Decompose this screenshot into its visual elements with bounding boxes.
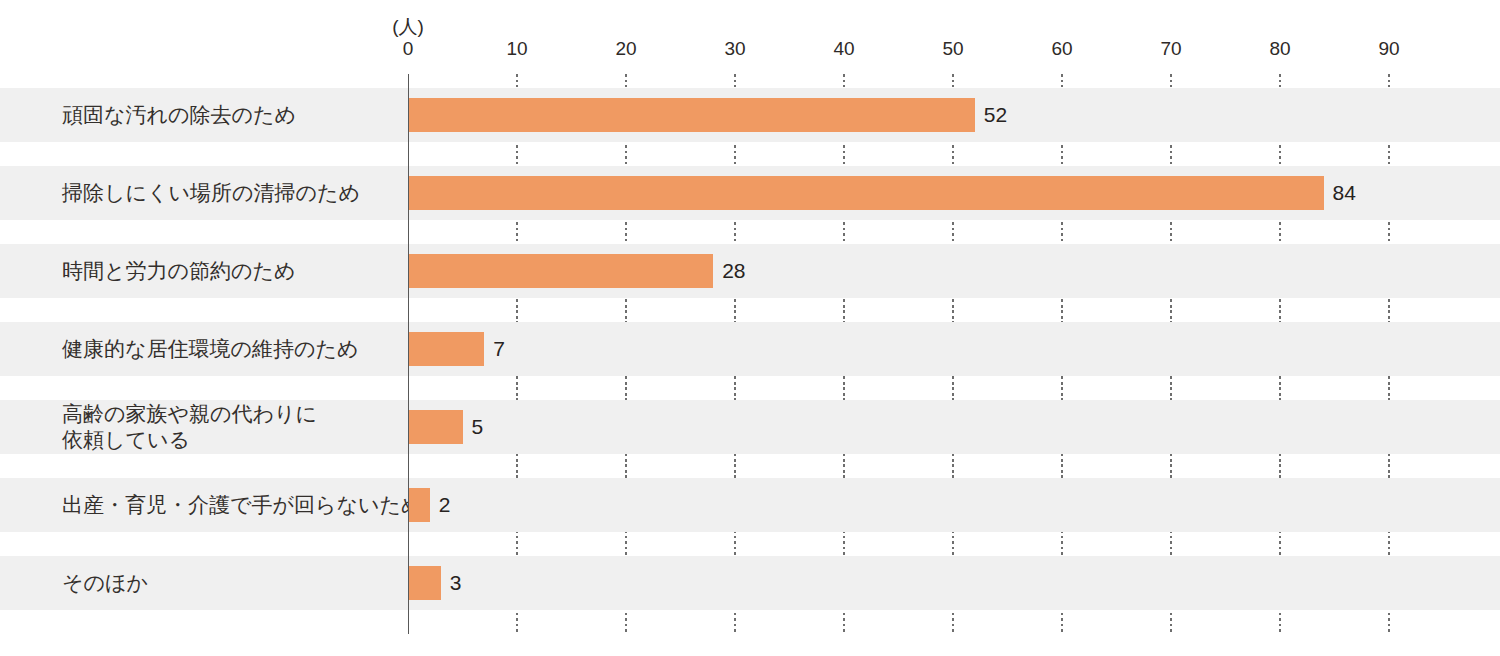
bar <box>408 254 713 288</box>
bar-value-label: 5 <box>472 415 484 439</box>
bar-value-label: 3 <box>450 571 462 595</box>
category-label: 時間と労力の節約のため <box>62 258 295 284</box>
category-label: 掃除しにくい場所の清掃のため <box>62 180 360 206</box>
bar-value-label: 7 <box>493 337 505 361</box>
category-label: 頑固な汚れの除去のため <box>62 102 296 128</box>
bar <box>408 98 975 132</box>
bar-value-label: 52 <box>984 103 1007 127</box>
category-label: 出産・育児・介護で手が回らないため <box>62 492 422 518</box>
row-band <box>0 556 1500 610</box>
bar <box>408 566 441 600</box>
x-tick-label: 30 <box>705 38 765 60</box>
x-tick-label: 40 <box>814 38 874 60</box>
bar <box>408 332 484 366</box>
bar-value-label: 84 <box>1333 181 1356 205</box>
x-tick-label: 50 <box>923 38 983 60</box>
bar <box>408 488 430 522</box>
category-label: 健康的な居住環境の維持のため <box>62 336 358 362</box>
x-tick-label: 10 <box>487 38 547 60</box>
x-tick-label: 90 <box>1359 38 1419 60</box>
category-label: そのほか <box>62 570 148 596</box>
bar <box>408 176 1324 210</box>
x-tick-label: 80 <box>1250 38 1310 60</box>
x-tick-label: 0 <box>378 38 438 60</box>
axis-unit-label: (人) <box>378 14 438 40</box>
x-tick-label: 70 <box>1141 38 1201 60</box>
category-label: 高齢の家族や親の代わりに 依頼している <box>62 401 317 453</box>
bar-chart: (人) 0102030405060708090 頑固な汚れの除去のため52掃除し… <box>0 0 1500 656</box>
x-tick-label: 60 <box>1032 38 1092 60</box>
bar <box>408 410 463 444</box>
bar-value-label: 28 <box>722 259 745 283</box>
bar-value-label: 2 <box>439 493 451 517</box>
x-tick-label: 20 <box>596 38 656 60</box>
y-axis-line <box>408 74 409 634</box>
